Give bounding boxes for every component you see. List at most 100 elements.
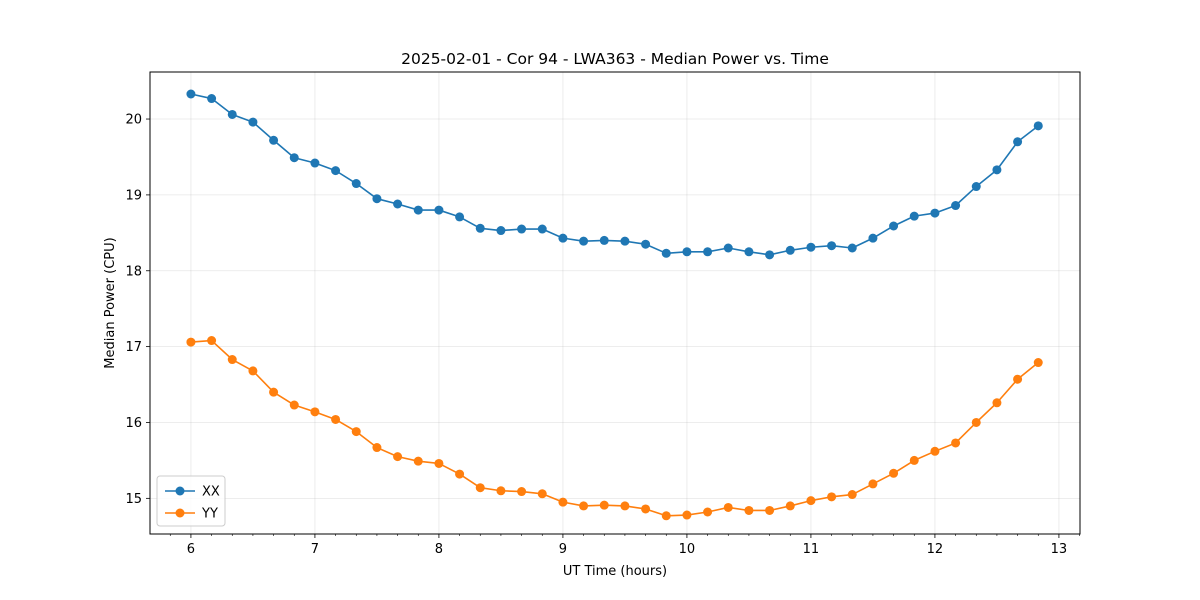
data-point-xx (331, 166, 341, 176)
tick-layer: 6 7 8 9 10 11 12 13 15 16 17 18 19 20 (125, 113, 1080, 557)
data-point-xx (806, 242, 816, 252)
data-point-xx (909, 211, 919, 221)
data-point-yy (475, 483, 485, 493)
y-tick-label: 18 (125, 264, 142, 279)
data-point-yy (207, 336, 217, 346)
data-point-xx (1013, 137, 1023, 147)
series-layer (186, 89, 1043, 521)
y-tick-label: 19 (125, 188, 142, 203)
data-point-xx (475, 223, 485, 233)
data-point-yy (951, 438, 961, 448)
data-point-yy (372, 443, 382, 453)
data-point-yy (909, 455, 919, 465)
data-point-xx (723, 243, 733, 253)
data-point-xx (765, 250, 775, 260)
legend: XX YY (156, 475, 226, 527)
data-point-yy (971, 417, 981, 427)
data-point-yy (558, 497, 568, 507)
data-point-yy (289, 400, 299, 410)
data-point-yy (310, 407, 320, 417)
x-axis-label: UT Time (hours) (563, 564, 667, 579)
data-point-yy (517, 487, 527, 497)
legend-label-xx: XX (202, 485, 220, 500)
data-point-yy (434, 458, 444, 468)
data-point-xx (930, 208, 940, 218)
grid-layer (150, 72, 1080, 534)
data-point-yy (744, 505, 754, 515)
data-point-yy (785, 501, 795, 511)
data-point-xx (641, 239, 651, 249)
y-axis-label: Median Power (CPU) (103, 237, 118, 368)
legend-marker-xx (175, 486, 185, 496)
data-point-yy (248, 366, 258, 376)
y-tick-label: 15 (125, 492, 142, 507)
data-point-yy (765, 505, 775, 515)
plot-frame (149, 71, 1081, 535)
data-point-xx (351, 179, 361, 189)
data-point-yy (579, 501, 589, 511)
data-point-yy (868, 479, 878, 489)
data-point-xx (558, 233, 568, 243)
data-point-yy (413, 456, 423, 466)
data-point-xx (207, 94, 217, 104)
data-point-xx (413, 205, 423, 215)
data-point-yy (269, 387, 279, 397)
data-point-xx (393, 199, 403, 209)
data-point-yy (806, 496, 816, 506)
data-point-xx (847, 243, 857, 253)
data-point-xx (827, 241, 837, 251)
data-point-yy (227, 355, 237, 365)
data-point-xx (496, 226, 506, 236)
data-point-xx (703, 247, 713, 257)
data-point-xx (186, 89, 196, 99)
data-point-xx (868, 233, 878, 243)
data-point-yy (930, 446, 940, 456)
x-tick-label: 8 (435, 542, 443, 557)
data-point-xx (455, 212, 465, 222)
y-tick-label: 20 (125, 113, 142, 128)
data-point-yy (351, 427, 361, 437)
x-tick-label: 9 (559, 542, 567, 557)
data-point-xx (227, 109, 237, 119)
x-tick-label: 12 (927, 542, 944, 557)
data-point-xx (537, 224, 547, 234)
data-point-xx (785, 245, 795, 255)
data-point-yy (723, 502, 733, 512)
data-point-yy (393, 452, 403, 462)
data-point-yy (847, 490, 857, 500)
data-point-xx (1033, 121, 1043, 131)
data-point-xx (889, 221, 899, 231)
data-point-yy (889, 468, 899, 478)
data-point-xx (269, 135, 279, 145)
data-point-xx (434, 205, 444, 215)
data-point-yy (599, 500, 609, 510)
data-point-xx (682, 247, 692, 257)
data-point-xx (992, 165, 1002, 175)
data-point-yy (703, 507, 713, 517)
data-point-xx (310, 158, 320, 168)
legend-marker-yy (175, 508, 185, 518)
data-point-xx (744, 247, 754, 257)
data-point-xx (620, 236, 630, 246)
chart-title: 2025-02-01 - Cor 94 - LWA363 - Median Po… (401, 50, 829, 68)
data-point-xx (661, 248, 671, 258)
data-point-yy (992, 398, 1002, 408)
data-point-yy (496, 486, 506, 496)
x-tick-label: 11 (803, 542, 820, 557)
data-point-xx (248, 117, 258, 127)
y-tick-label: 17 (125, 340, 142, 355)
x-tick-label: 6 (187, 542, 195, 557)
legend-label-yy: YY (201, 507, 218, 522)
data-point-yy (1033, 358, 1043, 368)
data-point-xx (971, 182, 981, 192)
data-point-yy (186, 337, 196, 347)
data-point-yy (537, 489, 547, 499)
data-point-yy (1013, 374, 1023, 384)
data-point-yy (641, 504, 651, 514)
data-point-yy (827, 492, 837, 502)
data-point-yy (682, 510, 692, 520)
x-tick-label: 13 (1051, 542, 1068, 557)
x-tick-label: 10 (679, 542, 696, 557)
data-point-yy (620, 501, 630, 511)
data-point-xx (289, 153, 299, 163)
